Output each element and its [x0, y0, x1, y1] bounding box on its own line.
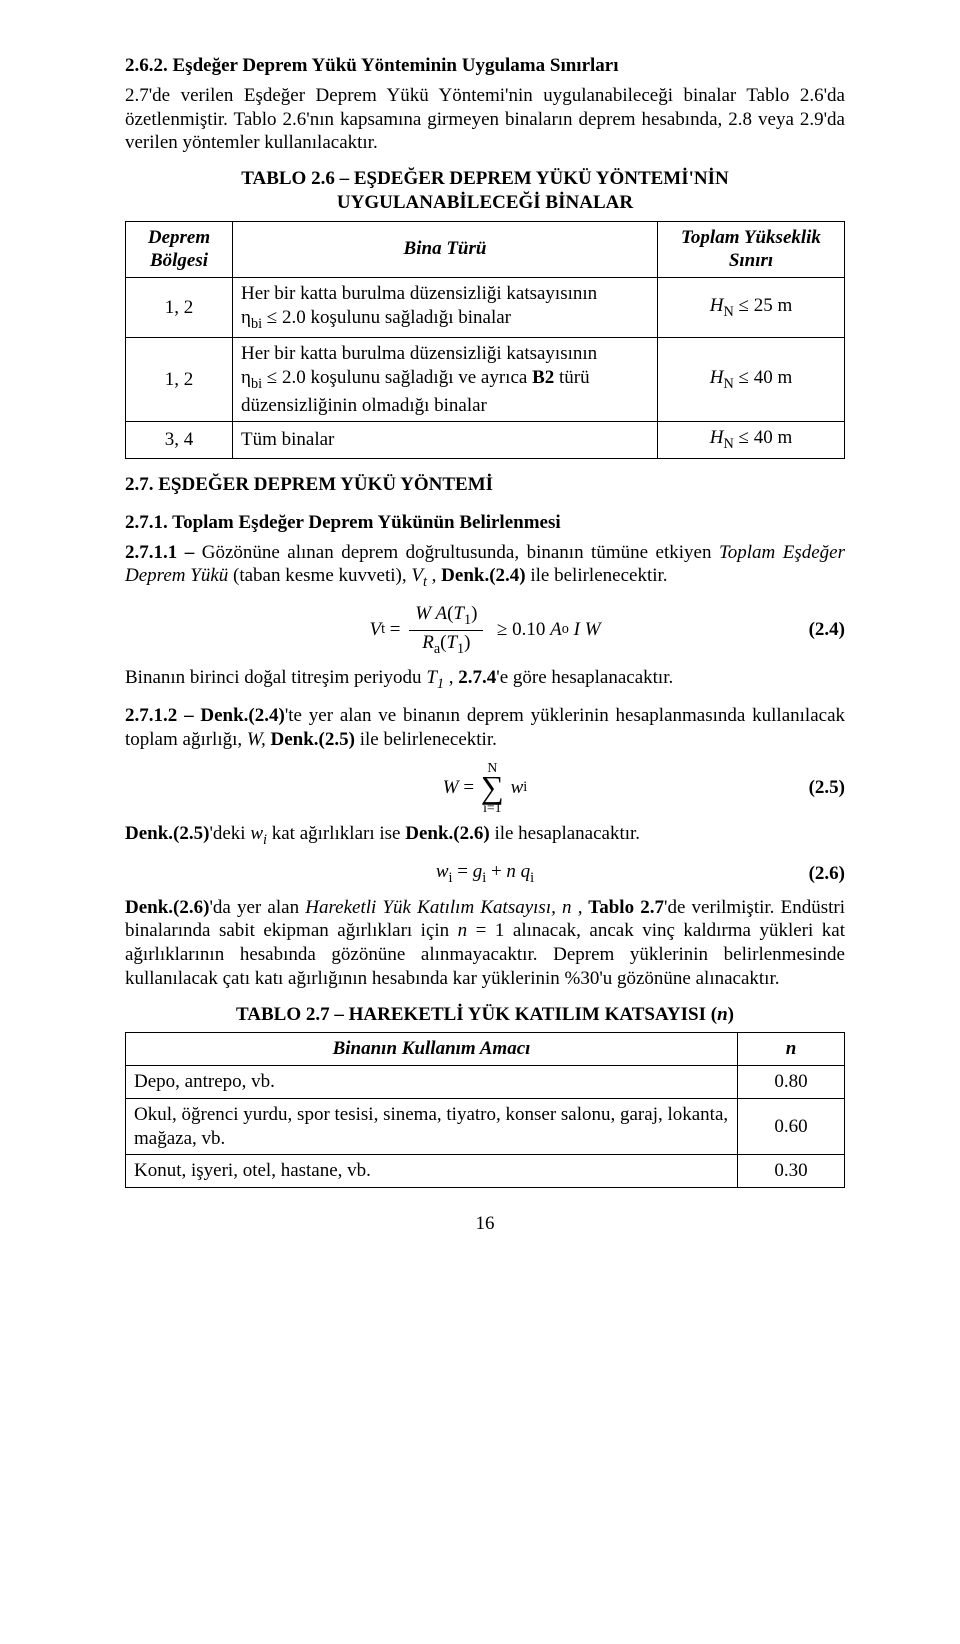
table-2-6-title-line2: UYGULANABİLECEĞİ BİNALAR — [337, 192, 633, 213]
table-cell: 1, 2 — [126, 338, 233, 422]
table-2-6-title: TABLO 2.6 – EŞDEĞER DEPREM YÜKÜ YÖNTEMİ'… — [125, 167, 845, 215]
table-row: Konut, işyeri, otel, hastane, vb. 0.30 — [126, 1155, 845, 1188]
table-2-6-title-line1: TABLO 2.6 – EŞDEĞER DEPREM YÜKÜ YÖNTEMİ'… — [241, 168, 729, 189]
para-text: 2.7.4 — [458, 667, 496, 688]
paragraph-2-7-1-2: 2.7.1.2 – Denk.(2.4)'te yer alan ve bina… — [125, 704, 845, 752]
table-head: n — [738, 1033, 845, 1066]
page-number: 16 — [125, 1212, 845, 1236]
table-2-6: Deprem Bölgesi Bina Türü Toplam Yüksekli… — [125, 221, 845, 460]
table-cell: Okul, öğrenci yurdu, spor tesisi, sinema… — [126, 1098, 738, 1155]
table-row: 3, 4 Tüm binalar HN ≤ 40 m — [126, 422, 845, 459]
para-label: 2.7.1.1 – — [125, 542, 202, 563]
para-text: W, — [247, 729, 271, 750]
table-cell: Depo, antrepo, vb. — [126, 1066, 738, 1099]
equation-2-4: Vt = W A(T1) Ra(T1) ≥ 0.10 Ao I W (2.4) — [125, 602, 845, 658]
para-text: Denk.(2.5) — [125, 823, 209, 844]
table-2-6-head-region: Deprem Bölgesi — [126, 221, 233, 278]
paragraph-denk-2-5: Denk.(2.5)'deki wi kat ağırlıkları ise D… — [125, 822, 845, 850]
section-2-7-1-heading: 2.7.1. Toplam Eşdeğer Deprem Yükünün Bel… — [125, 511, 845, 535]
table-head-text: Toplam Yükseklik — [681, 227, 821, 248]
section-2-7-heading: 2.7. EŞDEĞER DEPREM YÜKÜ YÖNTEMİ — [125, 473, 845, 497]
table-cell: 1, 2 — [126, 278, 233, 338]
table-row: Deprem Bölgesi Bina Türü Toplam Yüksekli… — [126, 221, 845, 278]
table-row: Binanın Kullanım Amacı n — [126, 1033, 845, 1066]
table-head-text: Binanın Kullanım Amacı — [333, 1038, 531, 1059]
paragraph-period-note: Binanın birinci doğal titreşim periyodu … — [125, 666, 845, 694]
table-2-6-head-type: Bina Türü — [233, 221, 658, 278]
table-cell: Tüm binalar — [233, 422, 658, 459]
paragraph-denk-2-6: Denk.(2.6)'da yer alan Hareketli Yük Kat… — [125, 896, 845, 991]
table-cell: 0.30 — [738, 1155, 845, 1188]
para-text: Tablo 2.7 — [582, 897, 664, 918]
section-2-6-2-paragraph: 2.7'de verilen Eşdeğer Deprem Yükü Yönte… — [125, 84, 845, 155]
para-text: Denk.(2.5) — [271, 729, 355, 750]
section-2-6-2-heading: 2.6.2. Eşdeğer Deprem Yükü Yönteminin Uy… — [125, 54, 845, 78]
table-title-text: TABLO 2.7 – HAREKETLİ YÜK KATILIM KATSAY… — [236, 1004, 734, 1025]
table-cell: HN ≤ 25 m — [658, 278, 845, 338]
equation-number: (2.5) — [809, 776, 845, 800]
para-text: , — [427, 565, 441, 586]
para-text: Vt — [411, 565, 427, 586]
para-text: , — [444, 667, 458, 688]
equation-2-6: wi = gi + n qi (2.6) — [125, 860, 845, 888]
equation-2-5: W = N ∑ i=1 wi (2.5) — [125, 761, 845, 814]
equation-number: (2.6) — [809, 862, 845, 886]
para-text: 'e göre hesaplanacaktır. — [496, 667, 673, 688]
para-text: ile hesaplanacaktır. — [490, 823, 640, 844]
para-text: Denk.(2.6) — [125, 897, 209, 918]
table-head-text: Sınırı — [729, 250, 773, 271]
table-head-text: Bina Türü — [404, 238, 487, 259]
table-cell: 3, 4 — [126, 422, 233, 459]
table-row: 1, 2 Her bir katta burulma düzensizliği … — [126, 338, 845, 422]
para-text: 'deki — [209, 823, 250, 844]
para-text: Denk.(2.6) — [405, 823, 489, 844]
para-text: Gözönüne alınan deprem doğrultusunda, bi… — [202, 542, 719, 563]
table-2-6-head-limit: Toplam Yükseklik Sınırı — [658, 221, 845, 278]
table-head-text: n — [786, 1038, 797, 1059]
table-row: Depo, antrepo, vb. 0.80 — [126, 1066, 845, 1099]
para-text: Hareketli Yük Katılım Katsayısı, n , — [305, 897, 582, 918]
para-text: wi — [250, 823, 267, 844]
table-cell: Her bir katta burulma düzensizliği katsa… — [233, 338, 658, 422]
table-2-7-title: TABLO 2.7 – HAREKETLİ YÜK KATILIM KATSAY… — [125, 1003, 845, 1027]
para-label: 2.7.1.2 – Denk.(2.4) — [125, 705, 285, 726]
table-cell: 0.80 — [738, 1066, 845, 1099]
para-text: n — [458, 920, 468, 941]
para-text: Denk.(2.4) — [441, 565, 525, 586]
table-cell: Konut, işyeri, otel, hastane, vb. — [126, 1155, 738, 1188]
paragraph-2-7-1-1: 2.7.1.1 – Gözönüne alınan deprem doğrult… — [125, 541, 845, 592]
table-cell: HN ≤ 40 m — [658, 338, 845, 422]
table-row: 1, 2 Her bir katta burulma düzensizliği … — [126, 278, 845, 338]
para-text: Binanın birinci doğal titreşim periyodu — [125, 667, 426, 688]
para-text: kat ağırlıkları ise — [267, 823, 405, 844]
table-2-7: Binanın Kullanım Amacı n Depo, antrepo, … — [125, 1032, 845, 1188]
table-cell: HN ≤ 40 m — [658, 422, 845, 459]
para-text: ile belirlenecektir. — [355, 729, 497, 750]
table-cell: Her bir katta burulma düzensizliği katsa… — [233, 278, 658, 338]
table-head-text: Deprem — [148, 227, 210, 248]
para-text: T1 — [426, 667, 444, 688]
para-text: ile belirlenecektir. — [526, 565, 668, 586]
para-text: 'da yer alan — [209, 897, 305, 918]
table-cell: 0.60 — [738, 1098, 845, 1155]
sigma-lower: i=1 — [481, 801, 504, 815]
table-head-text: Bölgesi — [150, 250, 208, 271]
table-head: Binanın Kullanım Amacı — [126, 1033, 738, 1066]
para-text: (taban kesme kuvveti), — [228, 565, 411, 586]
equation-number: (2.4) — [809, 618, 845, 642]
table-row: Okul, öğrenci yurdu, spor tesisi, sinema… — [126, 1098, 845, 1155]
